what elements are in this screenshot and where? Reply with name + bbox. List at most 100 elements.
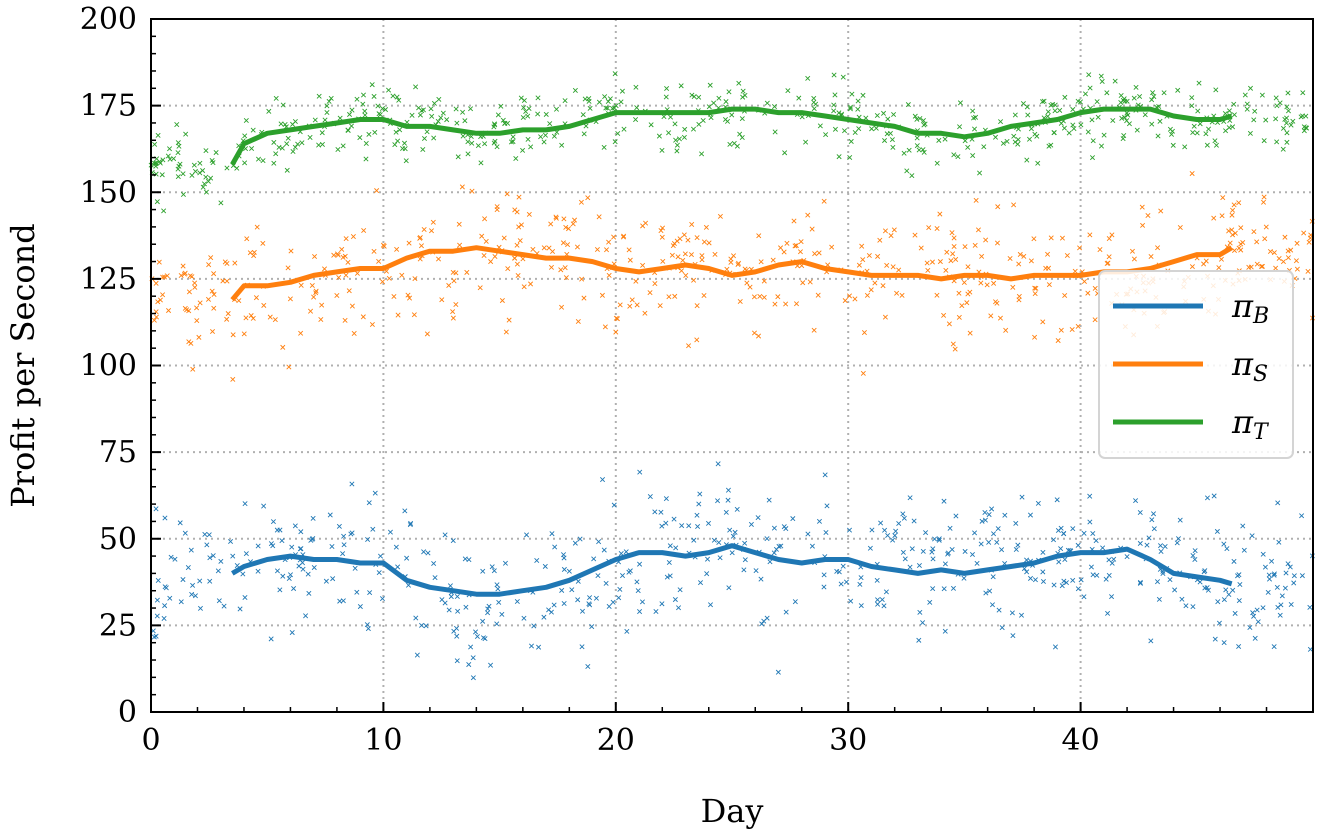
scatter-point (164, 273, 170, 279)
scatter-point (706, 104, 712, 110)
scatter-point (1307, 604, 1313, 610)
grid (151, 19, 1313, 712)
scatter-point (689, 221, 695, 227)
scatter-point (1283, 120, 1289, 126)
scatter-point (957, 124, 963, 130)
scatter-point (727, 141, 733, 147)
scatter-point (421, 226, 427, 232)
scatter-point (672, 597, 678, 603)
scatter-point (766, 497, 772, 503)
scatter-point (185, 565, 191, 571)
scatter-point (1278, 602, 1284, 608)
scatter-point (379, 105, 386, 111)
scatter-point (299, 140, 305, 146)
scatter-point (783, 609, 789, 615)
scatter-point (936, 536, 942, 542)
scatter-point (553, 214, 559, 220)
scatter-point (565, 242, 571, 248)
scatter-point (176, 143, 182, 149)
scatter-point (1109, 560, 1115, 566)
scatter-point (742, 266, 748, 272)
scatter-point (1070, 106, 1076, 112)
scatter-point (260, 158, 266, 164)
scatter-point (494, 621, 500, 627)
scatter-point (1192, 548, 1198, 554)
scatter-point (287, 296, 293, 302)
scatter-point (211, 305, 217, 311)
scatter-point (916, 637, 922, 643)
scatter-point (1140, 222, 1146, 228)
scatter-point (510, 139, 516, 145)
scatter-point (309, 282, 315, 288)
scatter-point (1260, 605, 1266, 611)
scatter-point (925, 267, 931, 273)
scatter-point (560, 240, 566, 246)
scatter-point (197, 300, 203, 306)
scatter-point (296, 563, 302, 569)
scatter-point (194, 318, 200, 324)
scatter-point (812, 251, 818, 257)
scatter-point (617, 586, 623, 592)
scatter-point (286, 364, 292, 370)
scatter-point (162, 584, 168, 590)
scatter-point (1007, 255, 1013, 261)
scatter-point (395, 564, 401, 570)
scatter-point (514, 261, 520, 267)
scatter-point (153, 163, 159, 169)
scatter-point (847, 106, 853, 112)
scatter-point (586, 601, 592, 607)
scatter-point (1175, 536, 1181, 542)
scatter-point (502, 560, 508, 566)
scatter-point (213, 150, 219, 156)
scatter-point (934, 225, 940, 232)
scatter-point (964, 300, 970, 306)
scatter-point (380, 279, 386, 285)
scatter-point (923, 530, 929, 536)
scatter-point (955, 154, 961, 160)
scatter-point (1040, 319, 1046, 325)
scatter-point (1002, 512, 1008, 518)
scatter-point (1092, 317, 1098, 323)
scatter-point (694, 512, 700, 518)
scatter-point (1294, 266, 1300, 272)
scatter-point (660, 225, 666, 231)
scatter-point (949, 230, 955, 236)
scatter-point (180, 577, 186, 583)
scatter-point (589, 624, 595, 630)
scatter-point (977, 170, 983, 176)
scatter-point (1124, 554, 1130, 560)
scatter-point (1304, 125, 1310, 131)
scatter-point (386, 87, 392, 93)
scatter-point (1156, 596, 1162, 602)
scatter-point (972, 530, 978, 536)
scatter-point (224, 278, 230, 284)
scatter-point (734, 143, 740, 149)
scatter-point (419, 622, 425, 628)
scatter-point (408, 520, 414, 526)
scatter-point (663, 520, 669, 526)
scatter-point (488, 259, 494, 265)
scatter-point (1028, 258, 1034, 264)
scatter-point (190, 582, 196, 588)
scatter-point (1259, 92, 1265, 98)
scatter-point (921, 149, 927, 155)
scatter-point (741, 567, 747, 573)
scatter-point (900, 549, 906, 555)
scatter-point (601, 547, 607, 553)
scatter-point (535, 111, 541, 117)
scatter-point (222, 259, 228, 265)
scatter-point (978, 280, 984, 286)
scatter-point (961, 575, 967, 581)
scatter-point (1158, 548, 1164, 554)
scatter-point (991, 280, 997, 286)
scatter-point (635, 588, 641, 594)
scatter-point (934, 160, 940, 166)
scatter-point (562, 265, 568, 271)
scatter-point (253, 295, 259, 301)
scatter-point (951, 235, 957, 241)
scatter-point (683, 272, 689, 278)
scatter-point (521, 284, 527, 290)
scatter-point (340, 143, 346, 149)
scatter-point (473, 629, 479, 635)
scatter-point (155, 299, 161, 305)
